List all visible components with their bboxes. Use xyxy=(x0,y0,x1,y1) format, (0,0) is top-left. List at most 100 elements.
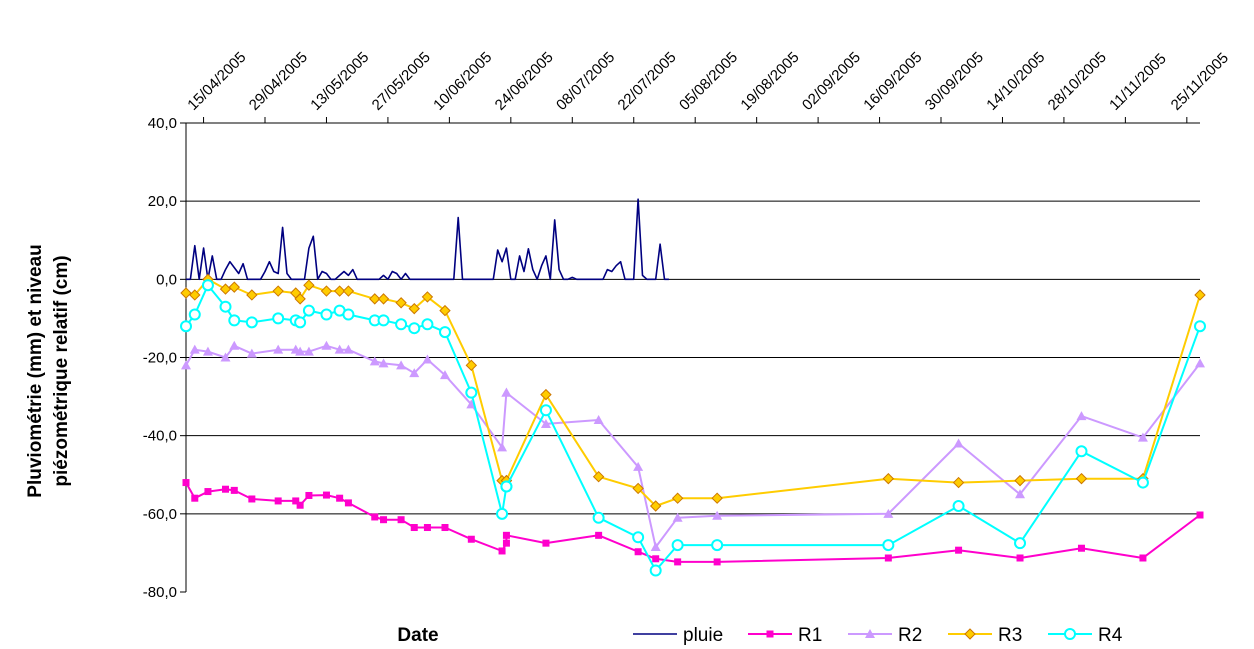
x-tick-label: 15/04/2005 xyxy=(184,49,249,114)
data-point-r1 xyxy=(634,548,642,556)
data-point-r1 xyxy=(305,491,313,499)
data-point-r3 xyxy=(369,293,381,305)
legend-marker xyxy=(964,628,976,640)
data-point-r1 xyxy=(1196,511,1204,519)
data-point-r4 xyxy=(496,507,509,520)
y-axis-title-line2: piézométrique relatif (cm) xyxy=(51,255,72,486)
x-tick-label: 25/11/2005 xyxy=(1168,50,1232,114)
legend: pluie R1 R2 R3 R4 xyxy=(633,625,1123,646)
x-tick-label: 24/06/2005 xyxy=(492,49,557,114)
data-point-r4 xyxy=(1194,320,1206,333)
data-point-r4 xyxy=(465,386,478,399)
series-r1 xyxy=(182,479,1204,566)
x-tick-label: 16/09/2005 xyxy=(860,49,925,114)
data-point-r2 xyxy=(343,344,354,354)
data-point-r4 xyxy=(1014,537,1027,550)
data-point-r1 xyxy=(467,535,475,543)
data-point-r3 xyxy=(303,279,315,291)
data-point-r1 xyxy=(230,486,238,494)
data-point-r2 xyxy=(202,346,213,356)
data-point-r3 xyxy=(649,500,662,512)
data-point-r2 xyxy=(369,356,380,366)
data-point-r1 xyxy=(248,495,256,503)
x-tick-label: 14/10/2005 xyxy=(983,49,1048,114)
data-point-r3 xyxy=(219,283,232,295)
data-point-r1 xyxy=(955,546,963,554)
data-point-r1 xyxy=(344,499,352,507)
series-pluie xyxy=(186,198,669,281)
data-point-r2 xyxy=(1015,489,1026,499)
data-point-r3 xyxy=(465,359,478,372)
data-point-r1 xyxy=(397,516,405,524)
data-point-r1 xyxy=(296,501,304,509)
y-tick-label: -40,0 xyxy=(143,428,177,445)
series-layer xyxy=(180,198,1206,577)
x-tick-label: 02/09/2005 xyxy=(799,49,864,114)
data-point-r3 xyxy=(1075,472,1088,485)
data-point-r2 xyxy=(439,370,450,380)
legend-item-r4: R4 xyxy=(1048,625,1123,646)
data-point-r2 xyxy=(953,438,964,448)
legend-item-r2: R2 xyxy=(848,625,922,646)
data-point-r3 xyxy=(180,287,192,299)
data-point-r4 xyxy=(395,318,408,331)
data-point-r2 xyxy=(672,512,683,522)
y-tick-label: -20,0 xyxy=(143,350,177,367)
data-point-r1 xyxy=(336,494,344,502)
x-tick-label: 29/04/2005 xyxy=(246,49,311,114)
data-point-r3 xyxy=(1194,289,1206,301)
data-point-r4 xyxy=(421,318,434,331)
x-tick-label: 30/09/2005 xyxy=(922,49,987,114)
data-point-r2 xyxy=(1076,411,1087,421)
data-point-r4 xyxy=(539,404,552,417)
data-point-r3 xyxy=(952,476,965,489)
y-tick-label: -80,0 xyxy=(143,584,177,601)
data-point-r3 xyxy=(377,293,390,305)
data-point-r4 xyxy=(245,316,258,329)
y-tick-label: -60,0 xyxy=(143,506,177,523)
data-point-r2 xyxy=(189,344,200,354)
legend-item-pluie: pluie xyxy=(633,625,723,646)
data-point-r2 xyxy=(181,360,191,370)
data-point-r1 xyxy=(410,524,418,532)
data-point-r4 xyxy=(201,279,214,292)
data-point-r3 xyxy=(189,289,201,301)
data-point-r1 xyxy=(322,491,330,499)
legend-label: R3 xyxy=(998,625,1022,646)
data-point-r2 xyxy=(321,340,332,350)
data-point-r4 xyxy=(438,326,451,339)
data-point-r3 xyxy=(671,492,684,504)
legend-marker xyxy=(1064,628,1076,640)
data-point-r4 xyxy=(632,531,645,544)
x-tick-label: 11/11/2005 xyxy=(1106,50,1170,114)
data-point-r1 xyxy=(502,539,510,547)
data-point-r1 xyxy=(674,558,682,566)
data-point-r2 xyxy=(540,418,551,428)
data-point-r2 xyxy=(409,368,420,378)
data-point-r3 xyxy=(395,297,407,309)
legend-marker xyxy=(865,629,875,638)
data-point-r1 xyxy=(595,531,603,539)
data-point-r1 xyxy=(292,497,300,505)
data-point-r1 xyxy=(274,497,282,505)
data-point-r1 xyxy=(441,524,449,532)
legend-marker xyxy=(766,630,774,638)
x-tick-label: 08/07/2005 xyxy=(553,49,618,114)
data-point-r4 xyxy=(1075,445,1088,458)
data-point-r4 xyxy=(294,316,307,329)
data-point-r2 xyxy=(396,360,407,370)
data-point-r2 xyxy=(650,542,661,552)
data-point-r4 xyxy=(377,314,390,327)
data-point-r2 xyxy=(273,344,284,354)
x-tick-label: 28/10/2005 xyxy=(1045,49,1110,114)
legend-label: R4 xyxy=(1098,625,1123,646)
data-point-r1 xyxy=(423,524,431,532)
data-point-r4 xyxy=(882,539,895,552)
data-point-r1 xyxy=(542,539,550,547)
x-tick-label: 10/06/2005 xyxy=(430,49,495,114)
data-point-r2 xyxy=(295,346,306,356)
series-r4 xyxy=(180,279,1206,577)
data-point-r2 xyxy=(633,461,644,471)
